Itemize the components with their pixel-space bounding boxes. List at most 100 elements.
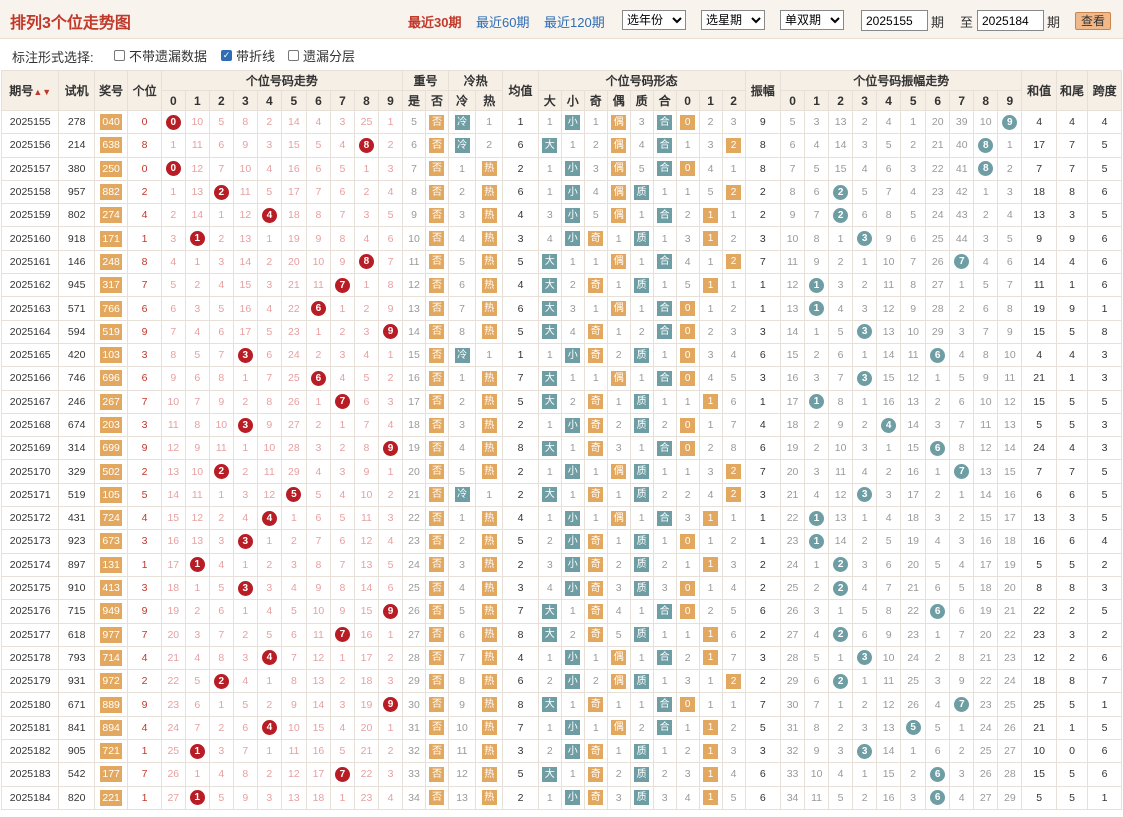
amp-trend-cell: 33 (780, 762, 806, 787)
trend-cell: 6 (305, 366, 331, 391)
form-cell: 4 (560, 319, 585, 344)
coldhot-cell: 热 (475, 459, 504, 484)
tail-cell: 4 (1055, 249, 1089, 275)
amp-trend-cell: 22 (973, 669, 999, 694)
issue-cell: 2025156 (0, 133, 60, 158)
amp-trend-cell: 2 (828, 575, 854, 601)
recent-120-link[interactable]: 最近120期 (544, 15, 605, 30)
amp-trend-cell: 1 (949, 482, 975, 508)
form-tag: 否 (429, 207, 445, 223)
weekday-select[interactable]: 选星期 (701, 10, 765, 30)
coldhot-cell: 11 (447, 739, 477, 764)
amp-trend-cell: 6 (949, 389, 975, 414)
amp-trend-cell: 7 (900, 249, 927, 275)
recent-30-link[interactable]: 最近30期 (408, 15, 462, 30)
form-cell: 偶 (606, 296, 631, 321)
unit-cell: 5 (127, 482, 162, 508)
trend-cell: 7 (208, 622, 234, 647)
trend-cell: 3 (232, 412, 258, 438)
trend-cell: 7 (232, 739, 258, 764)
form-tag: 大 (542, 766, 558, 782)
repeat-cell: 27 (402, 622, 426, 647)
form-cell: 1 (537, 412, 562, 438)
form-tag: 小 (565, 510, 581, 526)
repeat-cell: 否 (425, 389, 449, 414)
form-tag: 合 (657, 697, 673, 713)
checkbox-icon[interactable] (114, 50, 125, 61)
form-cell: 5 (675, 273, 700, 298)
form-cell: 偶 (606, 109, 631, 135)
form-tag: 2 (726, 464, 742, 480)
trial-cell: 571 (58, 296, 95, 321)
oddeven-select[interactable]: 单双期 (780, 10, 844, 30)
unit-cell: 1 (127, 226, 162, 251)
amp-trend-cell: 8 (949, 436, 975, 461)
form-cell: 2 (583, 669, 608, 694)
checkbox-checked-icon[interactable]: ✓ (221, 50, 232, 61)
year-select[interactable]: 选年份 (622, 10, 686, 30)
form-cell: 0 (675, 156, 700, 181)
amp-trend-cell: 23 (973, 692, 999, 717)
trend-cell: 8 (280, 669, 307, 694)
end-issue-input[interactable] (977, 10, 1044, 31)
amp-trend-cell: 2 (852, 412, 878, 438)
amp-trend-cell: 2 (949, 739, 975, 764)
repeat-cell: 10 (402, 226, 426, 251)
repeat-cell: 否 (425, 622, 449, 647)
form-cell: 1 (537, 506, 562, 531)
table-row: 2025157 380 250 0 0 12 7 10 4 16 6 5 1 3 7 否 1 热 2 1 小 3 偶 5 合 0 4… (0, 156, 1122, 181)
trend-cell: 20 (160, 622, 186, 647)
hit-ball: 2 (833, 557, 849, 573)
form-cell: 1 (652, 342, 677, 368)
form-tag: 否 (429, 557, 445, 573)
trend-cell: 1 (377, 109, 404, 135)
query-button[interactable]: 查看 (1075, 12, 1111, 30)
amp-trend-cell: 6 (925, 342, 951, 368)
amp-trend-cell: 1 (900, 739, 927, 764)
trend-cell: 3 (377, 156, 404, 181)
trend-cell: 2 (232, 622, 258, 647)
form-cell: 2 (721, 133, 746, 158)
trend-cell: 3 (208, 529, 234, 554)
trend-cell: 7 (329, 552, 355, 577)
recent-60-link[interactable]: 最近60期 (476, 15, 530, 30)
issue-cell: 2025174 (0, 552, 60, 577)
checkbox-icon[interactable] (288, 50, 299, 61)
trend-cell: 7 (305, 529, 331, 554)
option-omission-layer[interactable]: 遗漏分层 (288, 46, 355, 65)
issue-cell: 2025172 (0, 506, 60, 531)
amp-trend-cell: 5 (852, 179, 878, 205)
amp-trend-cell: 26 (973, 762, 999, 787)
amp-trend-cell: 20 (997, 575, 1023, 601)
option-with-line[interactable]: ✓ 带折线 (221, 49, 276, 64)
form-cell: 3 (721, 109, 746, 135)
form-tag: 合 (657, 137, 673, 153)
tail-cell: 5 (1055, 319, 1089, 344)
unit-cell: 4 (127, 506, 162, 531)
unit-cell: 0 (127, 109, 162, 135)
amp-trend-cell: 17 (973, 552, 999, 577)
form-cell: 5 (721, 366, 746, 391)
trend-cell: 13 (305, 669, 331, 694)
span-cell: 3 (1087, 366, 1122, 391)
span-cell: 5 (1087, 482, 1122, 508)
hit-ball: 2 (833, 207, 849, 223)
form-tag: 热 (481, 673, 497, 689)
col-issue[interactable]: 期号▲▼ (0, 70, 60, 111)
trend-cell: 17 (160, 552, 186, 577)
trend-cell: 4 (184, 645, 210, 671)
amp-trend-cell: 21 (997, 599, 1023, 624)
span-cell: 6 (1087, 273, 1122, 298)
coldhot-cell: 5 (447, 459, 477, 484)
trend-cell: 2 (377, 739, 404, 764)
coldhot-cell: 热 (475, 785, 504, 810)
form-tag: 2 (726, 254, 742, 270)
form-tag: 质 (634, 580, 650, 596)
trend-cell: 2 (256, 762, 282, 787)
amp-trend-cell: 6 (852, 622, 878, 647)
option-no-omission[interactable]: 不带遗漏数据 (114, 46, 207, 65)
coldhot-cell: 冷 (447, 482, 477, 508)
sum-cell: 21 (1021, 715, 1057, 741)
trend-cell: 5 (208, 575, 234, 601)
start-issue-input[interactable] (861, 10, 928, 31)
